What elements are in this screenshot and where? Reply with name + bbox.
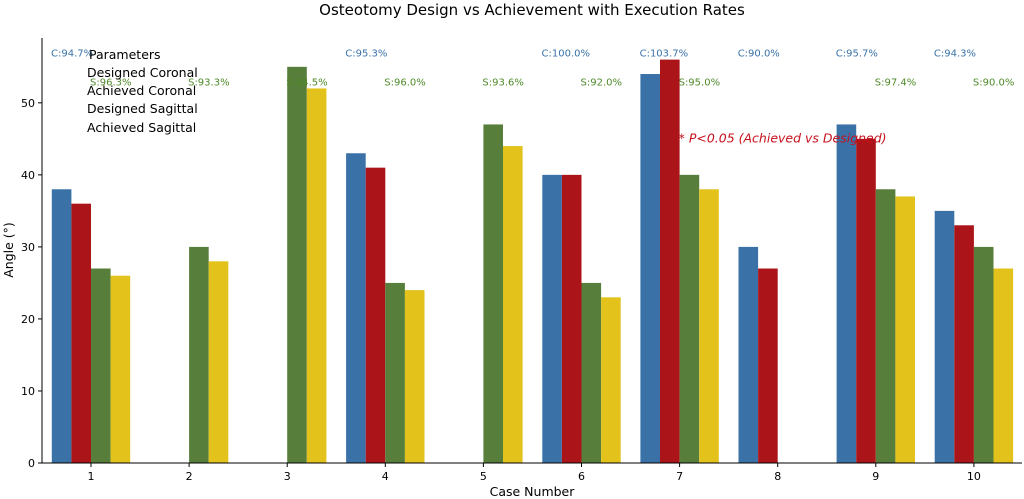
bar-designed-sagittal-case-4 [385, 282, 405, 463]
bar-designed-coronal-case-10 [934, 210, 955, 463]
sagittal-rate-label-case-9: S:97.4% [875, 78, 916, 89]
bar-achieved-sagittal-case-2 [208, 261, 229, 463]
coronal-rate-label-case-6: C:100.0% [542, 49, 590, 60]
sagittal-rate-label-case-2: S:93.3% [188, 78, 229, 89]
bar-achieved-sagittal-case-4 [404, 290, 425, 463]
legend-entry-achieved-coronal: Achieved Coronal [87, 83, 196, 98]
y-tick-label-30: 30 [21, 241, 35, 254]
legend-title: Parameters [89, 47, 161, 62]
rates-layer: C:94.7% C:95.3% C:100.0% C:103.7% C:90.0% C:9… [51, 49, 1014, 89]
significance-annotation: * P<0.05 (Achieved vs Designed) [679, 130, 887, 145]
bar-achieved-coronal-case-10 [954, 225, 974, 463]
coronal-rate-label-case-7: C:103.7% [640, 49, 688, 60]
bar-designed-coronal-case-1 [51, 189, 72, 463]
y-tick-label-50: 50 [21, 97, 35, 110]
sagittal-rate-label-case-7: S:95.0% [679, 78, 720, 89]
bar-achieved-sagittal-case-1 [110, 275, 131, 463]
bar-achieved-sagittal-case-6 [601, 297, 621, 463]
chart-title: Osteotomy Design vs Achievement with Exe… [319, 1, 745, 19]
legend-entry-designed-sagittal: Designed Sagittal [87, 101, 198, 116]
x-tick-label-1: 1 [88, 470, 95, 483]
bar-designed-sagittal-case-5 [483, 124, 503, 463]
sagittal-rate-label-case-3: S:94.5% [286, 78, 327, 89]
y-tick-label-20: 20 [21, 313, 35, 326]
bar-designed-coronal-case-8 [738, 246, 759, 463]
y-tick-label-40: 40 [21, 169, 35, 182]
bar-designed-sagittal-case-1 [91, 268, 111, 463]
y-tick-label-10: 10 [21, 385, 35, 398]
bar-designed-sagittal-case-2 [189, 246, 209, 463]
bar-achieved-sagittal-case-10 [993, 268, 1014, 463]
bar-achieved-sagittal-case-3 [306, 88, 327, 464]
bar-designed-sagittal-case-9 [875, 189, 896, 463]
coronal-rate-label-case-4: C:95.3% [345, 49, 387, 60]
axes-layer [41, 38, 1022, 464]
bar-achieved-coronal-case-9 [856, 138, 876, 463]
x-tick-label-5: 5 [480, 470, 487, 483]
legend-entry-achieved-sagittal: Achieved Sagittal [87, 120, 196, 135]
y-tick-label-0: 0 [28, 457, 35, 470]
sagittal-rate-label-case-10: S:90.0% [973, 78, 1014, 89]
bar-achieved-sagittal-case-5 [503, 146, 523, 464]
bar-designed-coronal-case-6 [542, 174, 562, 464]
y-axis-label: Angle (°) [1, 222, 16, 278]
bar-achieved-coronal-case-1 [71, 203, 91, 463]
bar-designed-sagittal-case-7 [679, 174, 700, 464]
x-tick-label-7: 7 [676, 470, 683, 483]
coronal-rate-label-case-1: C:94.7% [51, 49, 93, 60]
coronal-rate-label-case-10: C:94.3% [934, 49, 976, 60]
bar-achieved-coronal-case-6 [561, 174, 582, 464]
coronal-rate-label-case-8: C:90.0% [738, 49, 780, 60]
x-tick-label-6: 6 [578, 470, 585, 483]
x-tick-label-10: 10 [967, 470, 981, 483]
bar-designed-coronal-case-7 [640, 74, 660, 464]
bar-achieved-coronal-case-4 [365, 167, 386, 463]
bar-achieved-sagittal-case-9 [895, 196, 915, 463]
x-tick-label-9: 9 [872, 470, 879, 483]
legend-entry-designed-coronal: Designed Coronal [87, 65, 198, 80]
x-tick-label-2: 2 [186, 470, 193, 483]
sagittal-rate-label-case-6: S:92.0% [581, 78, 622, 89]
sagittal-rate-label-case-5: S:93.6% [482, 78, 523, 89]
legend: Parameters Designed Coronal Achieved Cor… [87, 47, 198, 135]
ticks-layer: 1 2 3 4 5 6 7 8 9 10 0 10 20 30 40 50 [21, 97, 981, 483]
x-axis-label: Case Number [490, 484, 576, 499]
sagittal-rate-label-case-4: S:96.0% [384, 78, 425, 89]
bar-designed-sagittal-case-3 [287, 66, 307, 463]
coronal-rate-label-case-9: C:95.7% [836, 49, 878, 60]
bar-achieved-sagittal-case-7 [699, 189, 719, 463]
x-tick-label-3: 3 [284, 470, 291, 483]
bar-designed-coronal-case-4 [346, 153, 366, 463]
bars-layer [51, 59, 1014, 464]
bar-designed-sagittal-case-6 [581, 282, 602, 463]
bar-achieved-coronal-case-8 [758, 268, 778, 463]
x-tick-label-4: 4 [382, 470, 389, 483]
bar-achieved-coronal-case-7 [660, 59, 680, 464]
x-tick-label-8: 8 [774, 470, 781, 483]
bar-designed-coronal-case-9 [836, 124, 857, 463]
bar-designed-sagittal-case-10 [973, 246, 994, 463]
sagittal-rate-label-case-1: S:96.3% [90, 78, 131, 89]
